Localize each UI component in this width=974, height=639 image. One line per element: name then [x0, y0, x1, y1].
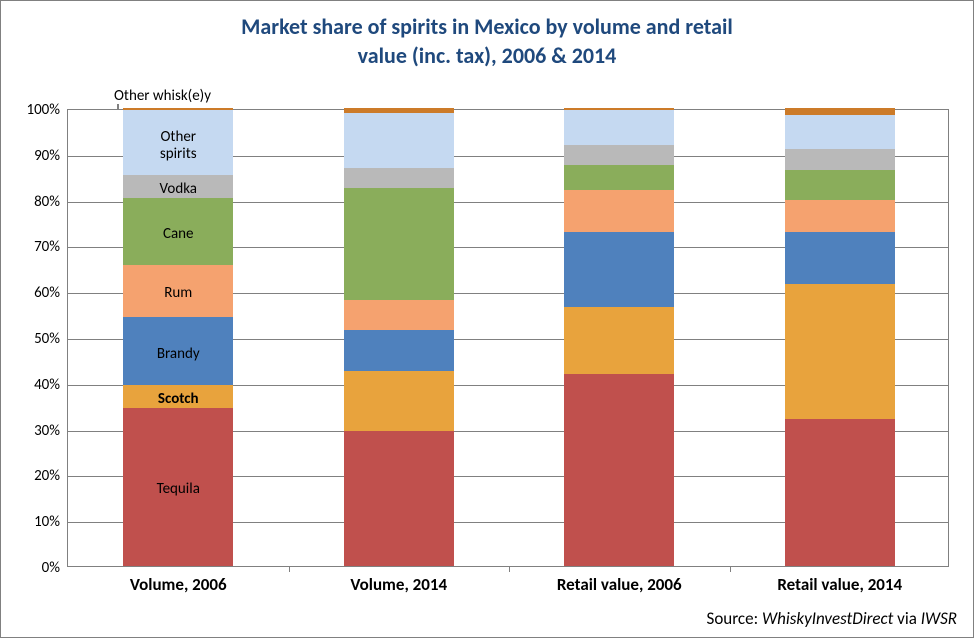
source-name-2: IWSR	[921, 608, 957, 629]
y-axis-label: 70%	[34, 238, 60, 256]
bar-segment-tequila	[344, 431, 454, 566]
y-axis-label: 0%	[42, 559, 60, 577]
y-axis-label: 100%	[26, 101, 60, 119]
y-axis-label: 40%	[34, 376, 60, 394]
x-axis-label: Volume, 2006	[130, 574, 227, 595]
callout-other-whiskey: Other whisk(e)y	[114, 87, 211, 105]
bar-segment-other-whisk-e-y	[785, 108, 895, 115]
spirits-market-share-chart: Market share of spirits in Mexico by vol…	[0, 0, 974, 638]
chart-title-line2: value (inc. tax), 2006 & 2014	[358, 42, 617, 69]
chart-title: Market share of spirits in Mexico by vol…	[1, 1, 973, 70]
y-axis-label: 30%	[34, 422, 60, 440]
bar-group: TequilaScotchBrandyRumCaneVodkaOtherspir…	[123, 110, 233, 566]
y-axis-label: 10%	[34, 513, 60, 531]
bar-segment-rum	[123, 265, 233, 318]
bar-segment-rum	[344, 300, 454, 330]
y-axis-label: 60%	[34, 284, 60, 302]
bar-segment-tequila	[123, 408, 233, 566]
bar-segment-other-spirits	[564, 110, 674, 144]
x-axis-label: Retail value, 2006	[557, 574, 682, 595]
bar-segment-scotch	[785, 284, 895, 419]
bar-segment-cane	[564, 165, 674, 190]
bar-segment-tequila	[785, 419, 895, 566]
x-tick-mark	[730, 566, 731, 572]
x-axis-label: Volume, 2014	[350, 574, 447, 595]
bar-segment-other-spirits	[123, 110, 233, 175]
bar-segment-brandy	[564, 232, 674, 308]
bar-segment-other-spirits	[785, 115, 895, 149]
bar-segment-vodka	[344, 168, 454, 189]
bar-segment-brandy	[344, 330, 454, 371]
bar-segment-rum	[564, 190, 674, 231]
y-axis-label: 80%	[34, 193, 60, 211]
x-tick-mark	[509, 566, 510, 572]
bar-segment-other-whisk-e-y	[123, 108, 233, 110]
x-axis-label: Retail value, 2014	[777, 574, 902, 595]
bar-segment-vodka	[123, 175, 233, 198]
y-axis-label: 50%	[34, 330, 60, 348]
bar-group	[785, 110, 895, 566]
bar-segment-rum	[785, 200, 895, 232]
bar-segment-cane	[344, 188, 454, 300]
bar-segment-other-whisk-e-y	[344, 108, 454, 113]
bar-group	[344, 110, 454, 566]
bar-segment-scotch	[123, 385, 233, 408]
bar-segment-vodka	[564, 145, 674, 166]
bar-segment-other-spirits	[344, 113, 454, 168]
source-name-1: WhiskyInvestDirect	[762, 608, 893, 629]
plot-area: 0%10%20%30%40%50%60%70%80%90%100%Volume,…	[67, 109, 949, 567]
chart-title-line1: Market share of spirits in Mexico by vol…	[241, 13, 733, 40]
source-via: via	[893, 608, 920, 629]
bar-segment-vodka	[785, 149, 895, 170]
source-attribution: Source: WhiskyInvestDirect via IWSR	[707, 608, 957, 629]
bar-segment-brandy	[785, 232, 895, 285]
y-axis-label: 90%	[34, 147, 60, 165]
y-axis-label: 20%	[34, 467, 60, 485]
bar-segment-scotch	[564, 307, 674, 373]
x-tick-mark	[289, 566, 290, 572]
bar-segment-cane	[123, 198, 233, 264]
source-prefix: Source:	[707, 608, 762, 629]
bar-segment-tequila	[564, 374, 674, 566]
bar-segment-brandy	[123, 317, 233, 385]
bar-group	[564, 110, 674, 566]
bar-segment-cane	[785, 170, 895, 200]
bar-segment-scotch	[344, 371, 454, 431]
bar-segment-other-whisk-e-y	[564, 108, 674, 110]
